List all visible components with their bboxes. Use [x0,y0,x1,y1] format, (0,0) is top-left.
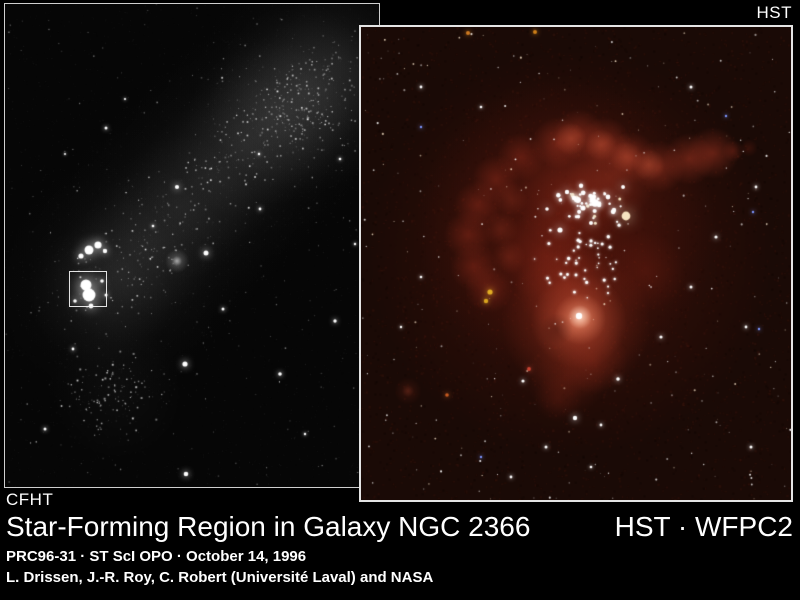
credit-line: L. Drissen, J.-R. Roy, C. Robert (Univer… [6,568,434,586]
title-row: Star-Forming Region in Galaxy NGC 2366 H… [6,511,793,542]
cfht-photo-canvas [5,4,379,487]
page-title: Star-Forming Region in Galaxy NGC 2366 [6,511,531,542]
hst-corner-label: HST [756,3,792,22]
cfht-corner-label: CFHT [6,490,54,509]
cfht-image-panel [4,3,380,488]
star-forming-region-marker-box [69,271,107,307]
hst-photo-canvas [361,27,791,500]
instrument-label: HST · WFPC2 [614,511,793,542]
hst-image-panel [359,25,793,502]
caption-block: Star-Forming Region in Galaxy NGC 2366 H… [6,512,793,586]
release-info-line: PRC96-31 · ST ScI OPO · October 14, 1996 [6,548,307,566]
